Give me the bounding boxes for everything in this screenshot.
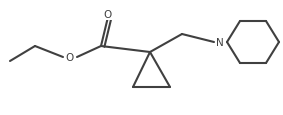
Text: O: O (66, 53, 74, 62)
Text: N: N (216, 38, 224, 48)
Text: O: O (104, 10, 112, 20)
